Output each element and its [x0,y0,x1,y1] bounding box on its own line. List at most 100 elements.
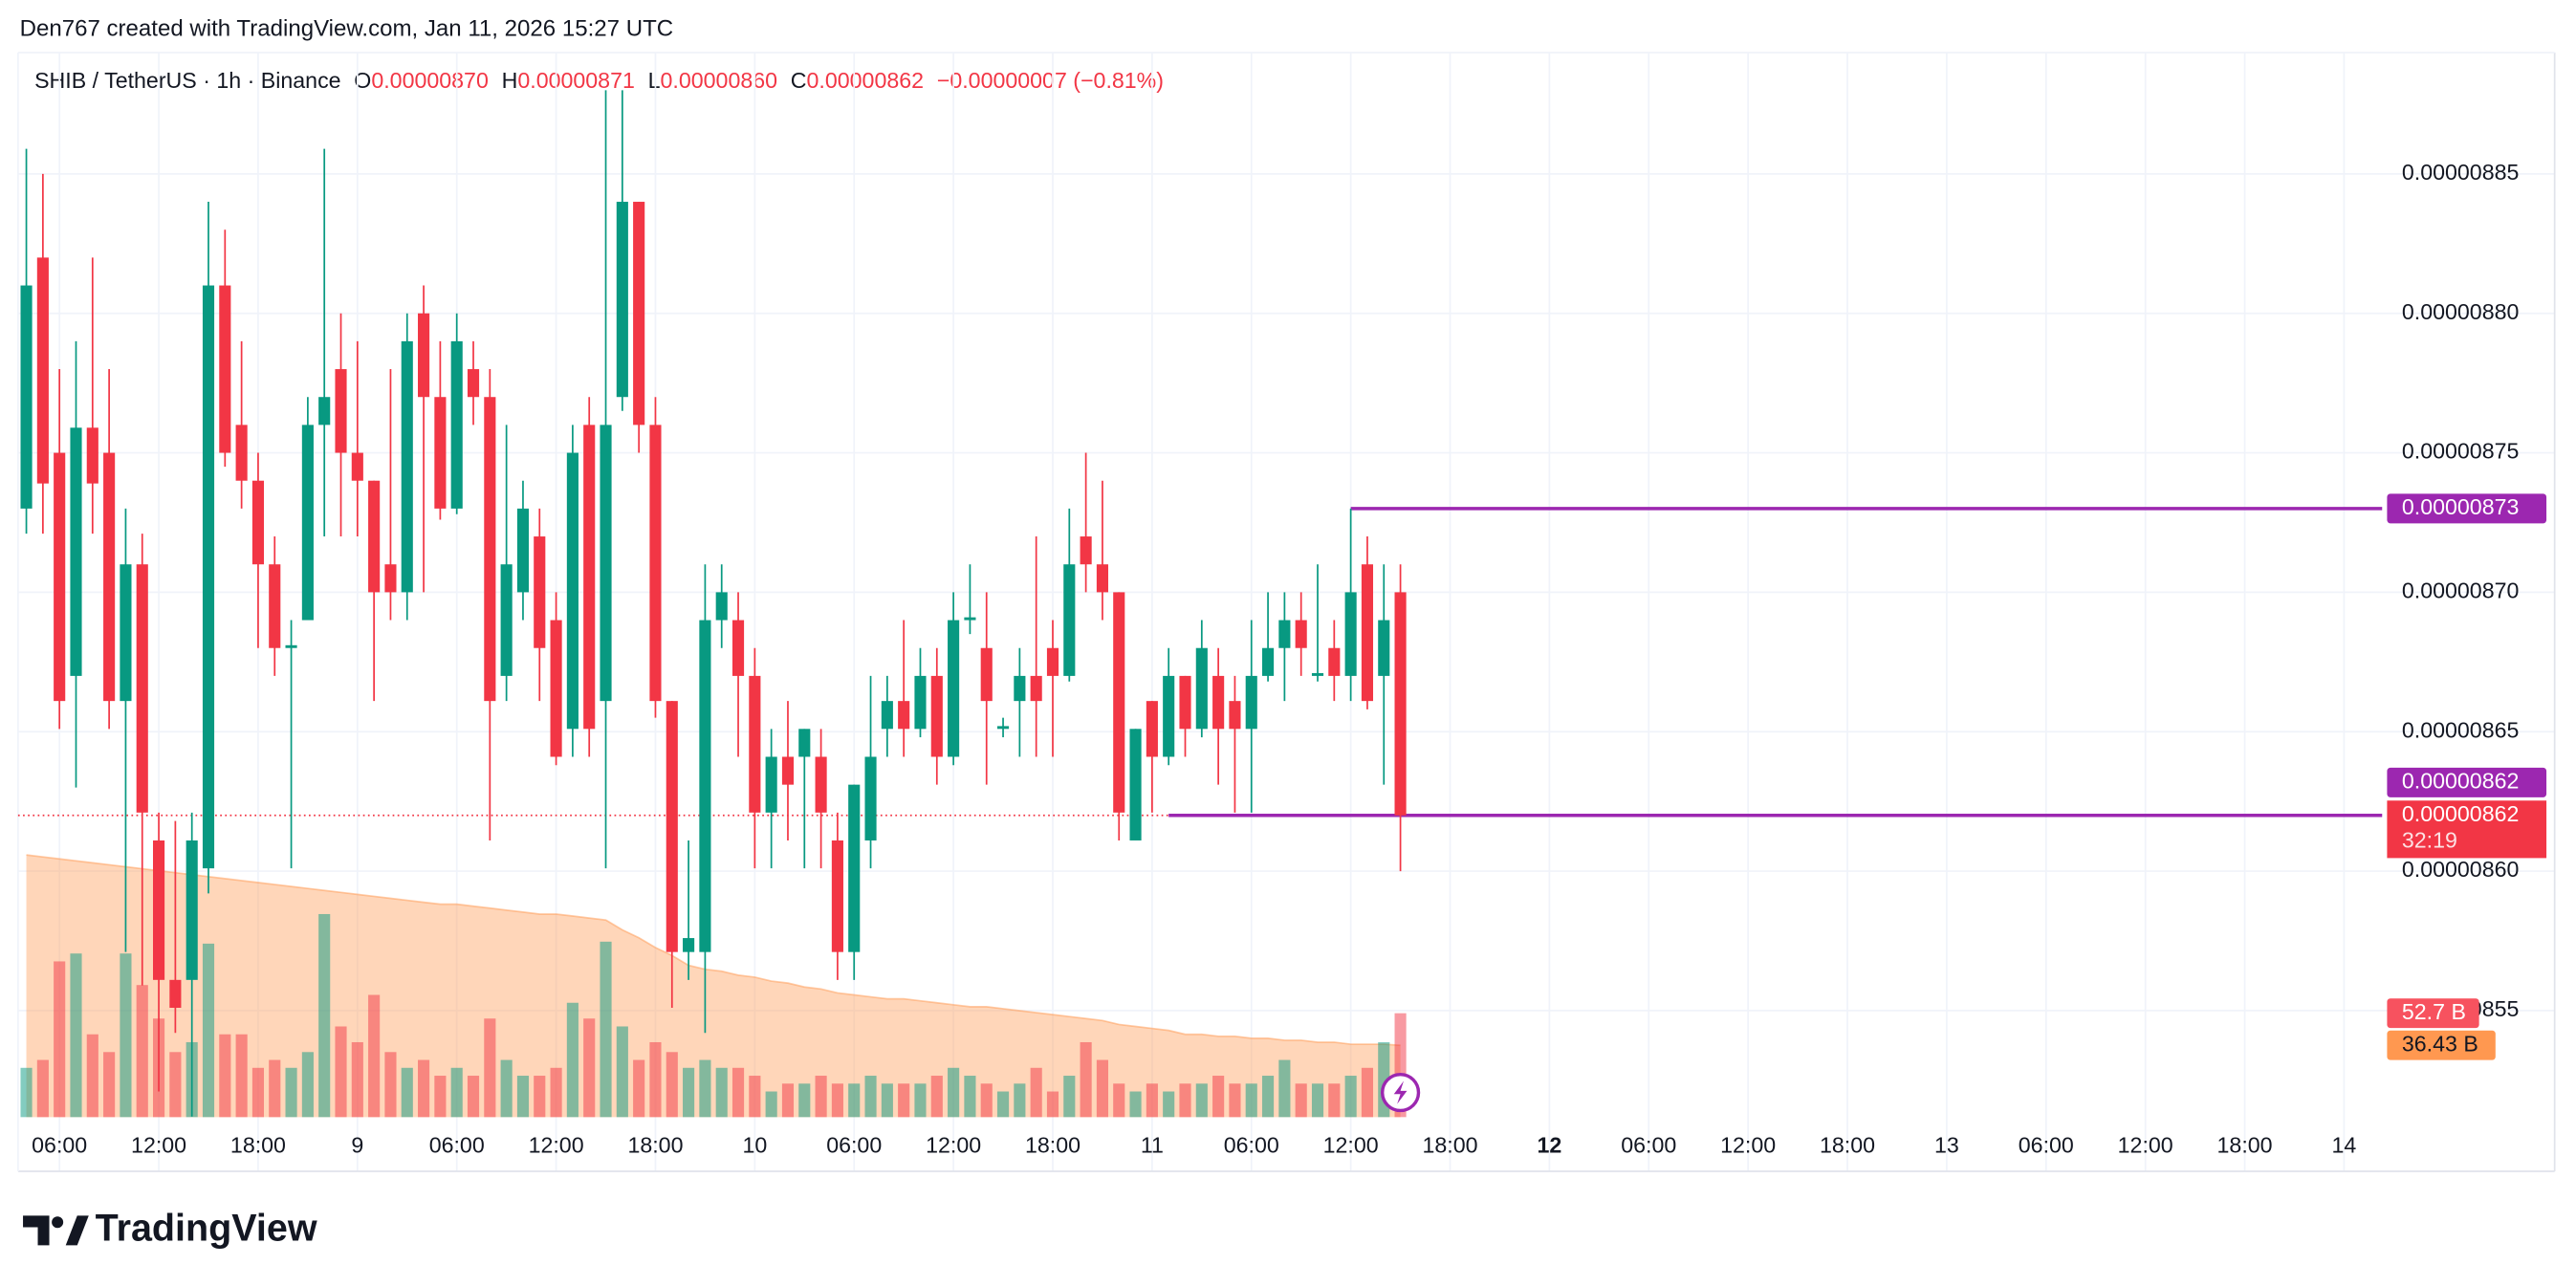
volume-bar [1195,1083,1208,1118]
l-label: L [648,68,661,93]
candle-body [1394,592,1407,816]
candle-body [1179,675,1191,730]
volume-bar [616,1026,628,1118]
volume-bar [1361,1067,1374,1118]
candle-body [418,313,430,398]
candle-body [914,675,927,730]
volume-bar [1262,1076,1275,1118]
volume-bar [715,1067,728,1118]
candle-body [1195,647,1208,730]
credit: Den767 created with TradingView.com, Jan… [20,15,674,41]
candle-body [351,452,363,481]
volume-bar [434,1076,447,1118]
candle-body [881,701,893,730]
candle-body [964,617,976,621]
high: 0.00000871 [517,68,635,93]
candle-body [1063,564,1076,676]
candle-body [715,592,728,621]
y-tick-label: 0.00000875 [2402,439,2520,464]
candle-body [731,620,745,676]
candle-body [666,701,678,952]
volume-bar [781,1083,795,1118]
x-tick-label: 18:00 [230,1132,286,1157]
volume-bar [930,1076,943,1118]
candle-body [534,536,546,648]
change: −0.00000007 (−0.81%) [937,68,1164,93]
x-tick-label: 06:00 [32,1132,87,1157]
candle-body [1030,675,1042,702]
candle-body [633,202,645,425]
countdown-text: 32:19 [2402,827,2457,852]
volume-bar [36,1059,49,1118]
volume-bar [500,1059,513,1118]
candle-body [864,756,877,840]
volume-bar [450,1067,463,1118]
x-tick-label: 12:00 [529,1132,584,1157]
volume-bar [351,1041,363,1118]
open: 0.00000870 [371,68,489,93]
candle-body [103,452,116,702]
volume-bar [202,943,215,1118]
volume-bar [1229,1083,1241,1118]
candle-body [1229,701,1241,730]
x-tick-label: 06:00 [2019,1132,2074,1157]
y-tick-label: 0.00000870 [2402,578,2520,603]
volume-bar [54,961,66,1118]
candle-body [649,425,662,702]
candle-body [898,701,910,730]
candle-body [1262,647,1275,676]
volume-bar [1295,1083,1307,1118]
volume-bar [1030,1067,1042,1118]
volume-bar [550,1067,562,1118]
candle-body [450,340,463,509]
volume-bar [219,1034,231,1118]
candle-body [384,564,397,593]
volume-bar [269,1059,281,1118]
volume-bar [666,1052,678,1118]
candle-body [318,397,331,425]
x-tick-label: 06:00 [1621,1132,1676,1157]
candle-body [1080,536,1092,565]
x-tick-label: 12:00 [1720,1132,1776,1157]
candle-body [930,675,943,757]
volume-bar [1129,1091,1142,1118]
candle-body [683,938,695,952]
level-badge-text: 0.00000873 [2402,494,2520,519]
volume-bar [86,1034,98,1118]
volume-bar [996,1091,1010,1118]
x-tick-label: 14 [2332,1132,2357,1157]
x-tick-label: 18:00 [1820,1132,1875,1157]
volume-bar [467,1076,480,1118]
candle-body [235,425,248,481]
candle-body [996,726,1010,730]
candle-body [20,285,33,509]
volume-bar [848,1083,861,1118]
volume-bar [516,1076,530,1118]
volume-bar [251,1067,265,1118]
candle-body [401,340,413,593]
volume-bar [699,1059,711,1118]
candle-body [1212,675,1225,730]
volume-bar [1212,1076,1225,1118]
x-tick-label: 06:00 [429,1132,485,1157]
candle-body [484,397,496,702]
volume-bar [103,1052,116,1118]
volume-bar [765,1091,777,1118]
volume-bar [1080,1041,1092,1118]
close: 0.00000862 [807,68,925,93]
volume-bar [1113,1083,1125,1118]
candle-body [550,620,562,757]
volume-bar [368,994,381,1118]
volume-bar [301,1052,314,1118]
candle-body [269,564,281,648]
volume-bar [120,953,132,1118]
c-label: C [791,68,807,93]
x-tick-label: 12 [1537,1132,1561,1157]
candle-body [948,620,960,757]
volume-bar [566,1002,579,1118]
candle-body [583,425,596,730]
volume-bar [749,1076,761,1118]
x-tick-label: 06:00 [1224,1132,1279,1157]
y-tick-label: 0.00000885 [2402,160,2520,185]
